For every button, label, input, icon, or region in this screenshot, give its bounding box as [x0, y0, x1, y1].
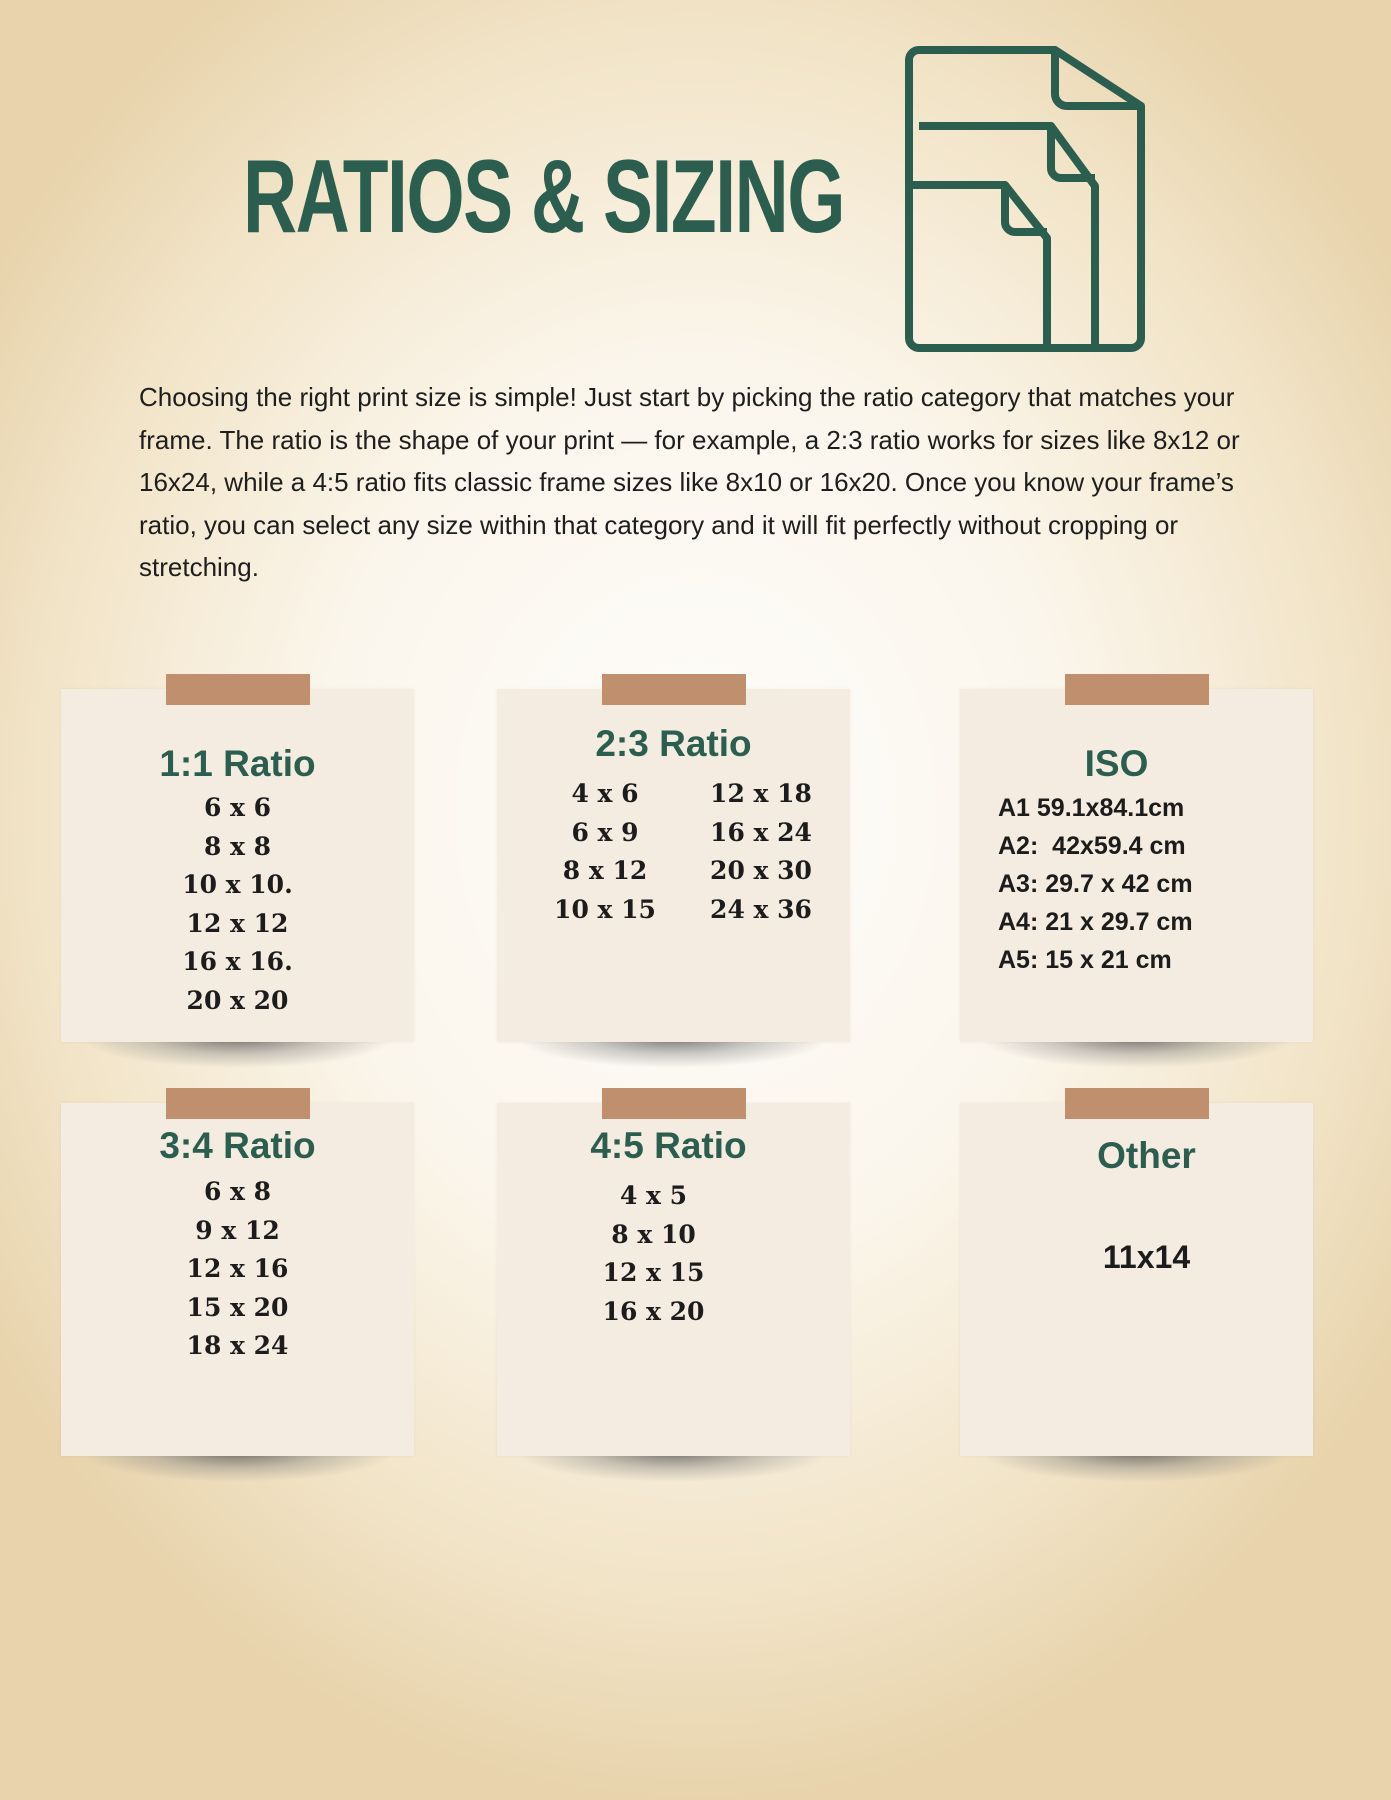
size-item: 20 x 30: [710, 856, 812, 885]
tape: [1065, 674, 1209, 705]
size-item: 15 x 20: [186, 1292, 289, 1322]
card-heading: 3:4 Ratio: [159, 1125, 316, 1166]
page-title: RATIOS & SIZING: [243, 139, 845, 255]
size-item: A2: 42x59.4 cm: [998, 832, 1186, 860]
card-1-1-ratio: 1:1 Ratio 6 x 6 8 x 8 10 x 10. 12 x 12 1…: [61, 674, 414, 1068]
size-item: 8 x 8: [203, 831, 272, 861]
size-item: 4 x 6: [571, 779, 639, 808]
size-list: 6 x 8 9 x 12 12 x 16 15 x 20 18 x 24: [61, 1173, 414, 1366]
size-list-col1: 4 x 6 6 x 9 8 x 12 10 x 15: [545, 775, 665, 929]
size-item: 4 x 5: [619, 1181, 688, 1210]
size-item: 8 x 12: [562, 856, 648, 885]
size-item: 12 x 18: [710, 779, 812, 808]
size-item: 6 x 6: [203, 793, 272, 822]
stacked-documents-icon: [905, 46, 1145, 352]
size-item: A3: 29.7 x 42 cm: [998, 870, 1193, 898]
size-item: 6 x 9: [571, 817, 639, 847]
size-item: 20 x 20: [186, 985, 289, 1015]
intro-paragraph: Choosing the right print size is simple!…: [139, 382, 1240, 582]
card-4-5-ratio: 4:5 Ratio 4 x 5 8 x 10 12 x 15 16 x 20: [497, 1088, 850, 1482]
card-heading: 1:1 Ratio: [159, 743, 316, 784]
card-iso: ISO A1 59.1x84.1cm A2: 42x59.4 cm A3: 29…: [960, 674, 1313, 1068]
card-heading: 4:5 Ratio: [590, 1125, 747, 1166]
tape: [1065, 1088, 1209, 1119]
size-item: 6 x 8: [203, 1177, 272, 1206]
card-other: Other 11x14: [960, 1088, 1313, 1482]
size-item: 11x14: [1102, 1239, 1191, 1275]
tape: [602, 1088, 746, 1119]
card-heading: Other: [1097, 1135, 1196, 1176]
size-list: 4 x 5 8 x 10 12 x 15 16 x 20: [497, 1177, 810, 1331]
tape: [166, 1088, 310, 1119]
size-item: 24 x 36: [710, 894, 812, 924]
size-item: 18 x 24: [186, 1331, 289, 1360]
size-item: 12 x 15: [602, 1258, 705, 1287]
tape: [602, 674, 746, 705]
size-item: 16 x 16.: [182, 947, 293, 976]
size-list-col2: 12 x 18 16 x 24 20 x 30 24 x 36: [701, 775, 821, 929]
size-list: 6 x 6 8 x 8 10 x 10. 12 x 12 16 x 16. 20…: [61, 789, 414, 1020]
size-item: A5: 15 x 21 cm: [998, 946, 1172, 974]
size-item: A1 59.1x84.1cm: [998, 794, 1185, 822]
size-item: 12 x 12: [186, 908, 289, 938]
card-heading: 2:3 Ratio: [595, 723, 752, 764]
size-item: 10 x 10.: [182, 870, 293, 899]
card-2-3-ratio: 2:3 Ratio 4 x 6 6 x 9 8 x 12 10 x 15 12 …: [497, 674, 850, 1068]
card-3-4-ratio: 3:4 Ratio 6 x 8 9 x 12 12 x 16 15 x 20 1…: [61, 1088, 414, 1482]
card-heading: ISO: [1084, 743, 1149, 784]
size-item: 8 x 10: [611, 1219, 696, 1249]
size-item: 12 x 16: [186, 1254, 289, 1283]
size-item: A4: 21 x 29.7 cm: [998, 908, 1193, 936]
size-list: A1 59.1x84.1cm A2: 42x59.4 cm A3: 29.7 x…: [998, 789, 1193, 979]
size-item: 10 x 15: [554, 894, 656, 924]
size-item: 16 x 24: [710, 817, 812, 847]
size-item: 9 x 12: [195, 1215, 280, 1245]
tape: [166, 674, 310, 705]
size-item: 16 x 20: [602, 1296, 705, 1326]
